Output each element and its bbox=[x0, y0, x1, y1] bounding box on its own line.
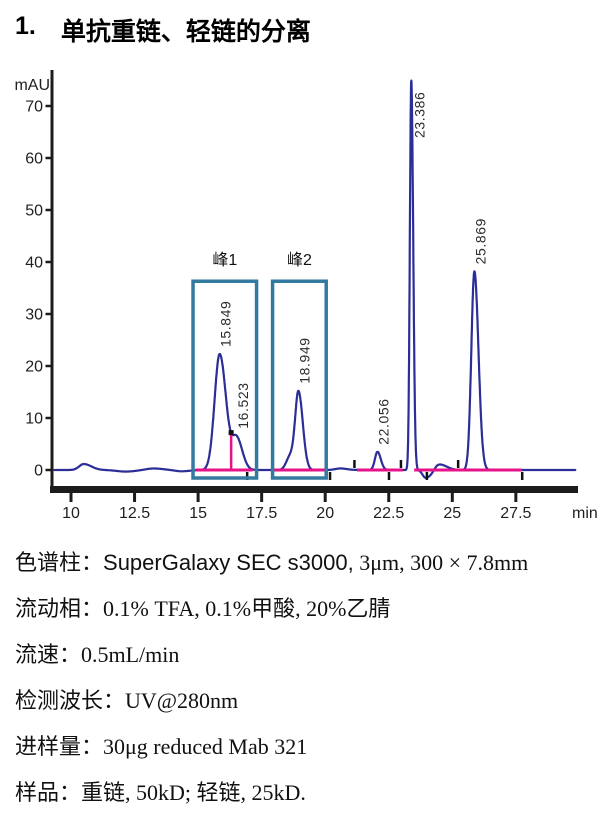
title-number: 1. bbox=[15, 12, 36, 40]
chromatogram-curve bbox=[53, 79, 577, 479]
title-text: 单抗重链、轻链的分离 bbox=[60, 18, 311, 46]
peak-labels: 15.849 16.523 18.949 22.056 23.386 25.869 bbox=[218, 92, 489, 445]
condition-text: 样品：重链, 50kD; 轻链, 25kD. bbox=[15, 780, 306, 805]
x-tick-label: 25 bbox=[443, 505, 461, 522]
integration-baseline bbox=[195, 430, 522, 472]
condition-text: 进样量：30μg reduced Mab 321 bbox=[15, 734, 308, 759]
x-tick-label: 22.5 bbox=[373, 505, 404, 522]
signal-trace bbox=[53, 79, 577, 479]
condition-text: 色谱柱： bbox=[15, 550, 104, 575]
x-tick-label: 10 bbox=[62, 505, 80, 522]
peak-rt-label: 23.386 bbox=[411, 92, 427, 138]
x-axis-line bbox=[50, 486, 578, 493]
x-tick-label: 27.5 bbox=[500, 505, 531, 522]
integration-marks bbox=[245, 460, 524, 480]
page-title: 1. 单抗重链、轻链的分离 bbox=[15, 12, 311, 48]
peak-region-label: 峰2 bbox=[287, 251, 312, 269]
condition-line: 样品：重链, 50kD; 轻链, 25kD. bbox=[15, 770, 528, 816]
condition-line: 检测波长：UV@280nm bbox=[15, 678, 528, 724]
peak-rt-label: 22.056 bbox=[375, 398, 391, 444]
condition-text: 检测波长：UV@280nm bbox=[15, 688, 239, 713]
y-tick-label: 10 bbox=[25, 411, 43, 428]
condition-text: 流速：0.5mL/min bbox=[15, 642, 180, 667]
y-tick-label: 60 bbox=[25, 151, 43, 168]
peak-region-box bbox=[270, 279, 328, 480]
condition-line: 流速：0.5mL/min bbox=[15, 632, 528, 678]
peak-region-label: 峰1 bbox=[212, 251, 237, 269]
x-tick-label: 12.5 bbox=[119, 505, 150, 522]
chromatogram-figure: 0 10 20 30 40 50 60 70 10 12.5 15 17.5 20 22.5 25 27.5 … bbox=[0, 58, 611, 536]
y-tick-label: 70 bbox=[25, 99, 43, 116]
valley-marker bbox=[228, 430, 234, 436]
condition-text: 3μm, 300 × 7.8mm bbox=[353, 550, 529, 575]
condition-line: 进样量：30μg reduced Mab 321 bbox=[15, 724, 528, 770]
peak-rt-label: 18.949 bbox=[296, 337, 312, 383]
method-conditions: 色谱柱：SuperGalaxy SEC s3000, 3μm, 300 × 7.… bbox=[15, 540, 528, 816]
condition-text: 流动相：0.1% TFA, 0.1%甲酸, 20%乙腈 bbox=[15, 596, 391, 621]
peak-rt-label: 15.849 bbox=[218, 301, 234, 347]
peak-region-box bbox=[191, 279, 259, 480]
x-tick-label: 17.5 bbox=[246, 505, 277, 522]
peak-rt-label: 16.523 bbox=[235, 382, 251, 428]
x-tick-label: 15 bbox=[189, 505, 207, 522]
y-tick-label: 20 bbox=[25, 359, 43, 376]
y-axis-unit-label: mAU bbox=[14, 77, 50, 94]
y-tick-label: 40 bbox=[25, 255, 43, 272]
y-tick-label: 50 bbox=[25, 203, 43, 220]
condition-line: 流动相：0.1% TFA, 0.1%甲酸, 20%乙腈 bbox=[15, 586, 528, 632]
x-tick-label: 20 bbox=[316, 505, 334, 522]
y-tick-label: 0 bbox=[34, 463, 43, 480]
condition-line: 色谱柱：SuperGalaxy SEC s3000, 3μm, 300 × 7.… bbox=[15, 540, 528, 586]
axes: 0 10 20 30 40 50 60 70 10 12.5 15 17.5 20 22.5 25 27.5 bbox=[25, 70, 578, 522]
y-tick-label: 30 bbox=[25, 307, 43, 324]
x-axis-unit-label: min bbox=[572, 505, 598, 522]
peak-rt-label: 25.869 bbox=[472, 218, 488, 264]
condition-text: SuperGalaxy SEC s3000, bbox=[103, 550, 354, 575]
peak-region-boxes: 峰1 峰2 bbox=[191, 251, 328, 480]
